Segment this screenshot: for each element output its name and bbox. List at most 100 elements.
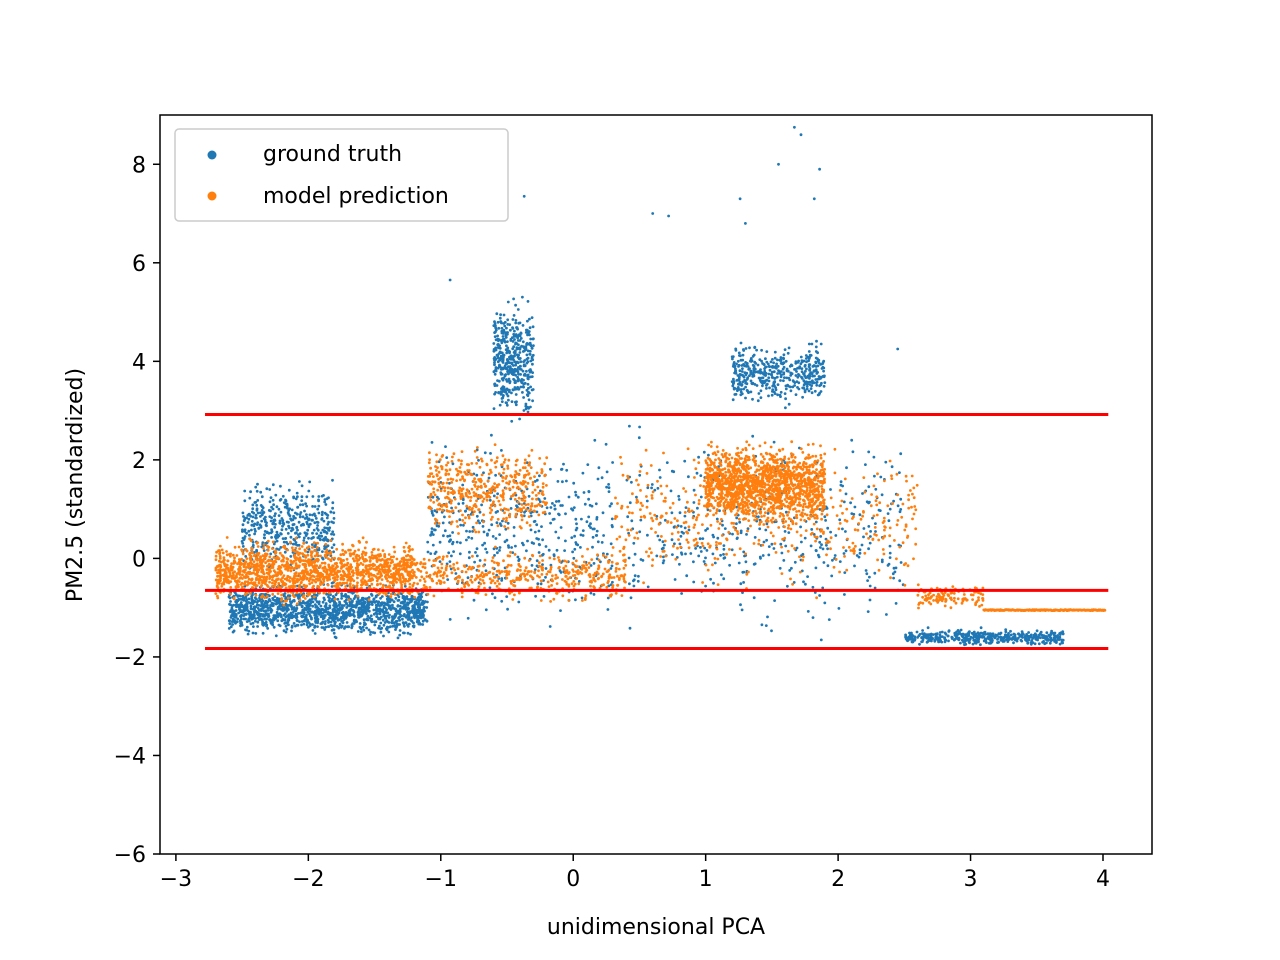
data-point: [243, 489, 247, 493]
data-point: [327, 621, 330, 624]
data-point: [324, 503, 328, 506]
data-point: [610, 564, 614, 568]
data-point: [229, 580, 233, 583]
data-point: [896, 504, 900, 508]
data-point: [260, 618, 264, 622]
data-point: [736, 536, 739, 540]
data-point: [509, 354, 513, 358]
data-point: [744, 379, 747, 383]
data-point: [772, 381, 776, 384]
data-point: [320, 513, 324, 517]
data-point: [958, 631, 961, 635]
data-point: [685, 574, 689, 578]
data-point: [401, 606, 405, 610]
data-point: [307, 489, 311, 493]
data-point: [360, 630, 363, 634]
data-point: [773, 356, 777, 360]
data-point: [382, 623, 386, 627]
data-point: [888, 544, 892, 548]
data-point: [393, 614, 397, 617]
data-point: [285, 627, 289, 631]
data-point: [357, 615, 361, 619]
data-point: [815, 339, 818, 343]
data-point: [742, 363, 746, 367]
data-point: [556, 480, 560, 483]
data-point: [267, 558, 271, 562]
data-point: [474, 551, 477, 554]
data-point: [410, 616, 413, 620]
data-point: [420, 595, 424, 599]
data-point: [574, 493, 578, 497]
data-point: [366, 614, 370, 618]
data-point: [287, 623, 290, 627]
data-point: [244, 613, 248, 616]
data-point: [496, 320, 500, 324]
data-point: [868, 541, 872, 545]
data-point: [292, 622, 296, 625]
data-point: [365, 626, 368, 630]
data-point: [670, 469, 674, 473]
data-point: [448, 560, 452, 563]
data-point: [884, 460, 888, 464]
data-point: [284, 630, 288, 634]
data-point: [276, 535, 280, 539]
data-point: [336, 608, 339, 612]
data-point: [281, 537, 285, 540]
data-point: [307, 599, 311, 603]
data-point: [560, 468, 563, 471]
data-point: [844, 492, 848, 496]
data-point: [741, 358, 745, 362]
data-point: [605, 470, 609, 474]
data-point: [722, 577, 726, 581]
data-point: [943, 631, 947, 635]
data-point: [513, 386, 517, 389]
data-point: [284, 527, 288, 531]
data-point: [266, 568, 270, 571]
data-point: [571, 508, 575, 512]
data-point: [628, 582, 631, 586]
data-point: [610, 502, 613, 506]
data-point: [687, 475, 690, 479]
data-point: [433, 509, 437, 512]
data-point: [731, 398, 735, 402]
data-point: [944, 639, 948, 642]
data-point: [359, 599, 363, 602]
data-point: [587, 490, 591, 493]
data-point: [341, 552, 345, 556]
data-point: [592, 593, 596, 596]
data-point: [261, 613, 265, 616]
data-point: [733, 387, 737, 390]
data-point: [800, 367, 804, 370]
data-point: [386, 599, 390, 603]
data-point: [787, 346, 791, 350]
data-point: [784, 544, 788, 548]
data-point: [500, 321, 503, 325]
data-point: [348, 602, 352, 606]
data-point: [1039, 636, 1042, 640]
data-point: [595, 517, 599, 521]
data-point: [280, 528, 284, 532]
data-point: [490, 433, 493, 437]
data-point: [885, 613, 888, 616]
data-point: [722, 547, 726, 551]
data-point: [861, 492, 864, 495]
data-point: [294, 531, 297, 535]
data-point: [805, 381, 808, 384]
data-point: [327, 625, 331, 628]
data-point: [298, 480, 301, 483]
data-point: [525, 361, 529, 365]
data-point: [214, 554, 218, 558]
data-point: [601, 511, 605, 515]
data-point: [529, 359, 533, 363]
data-point: [741, 353, 745, 357]
data-point: [484, 608, 488, 612]
data-point: [627, 556, 631, 560]
data-point: [271, 604, 275, 607]
data-point: [237, 611, 241, 615]
data-point: [422, 601, 426, 605]
data-point: [517, 357, 521, 361]
data-point: [363, 546, 367, 550]
data-point: [841, 527, 844, 531]
data-point: [761, 384, 764, 388]
data-point: [748, 367, 751, 370]
